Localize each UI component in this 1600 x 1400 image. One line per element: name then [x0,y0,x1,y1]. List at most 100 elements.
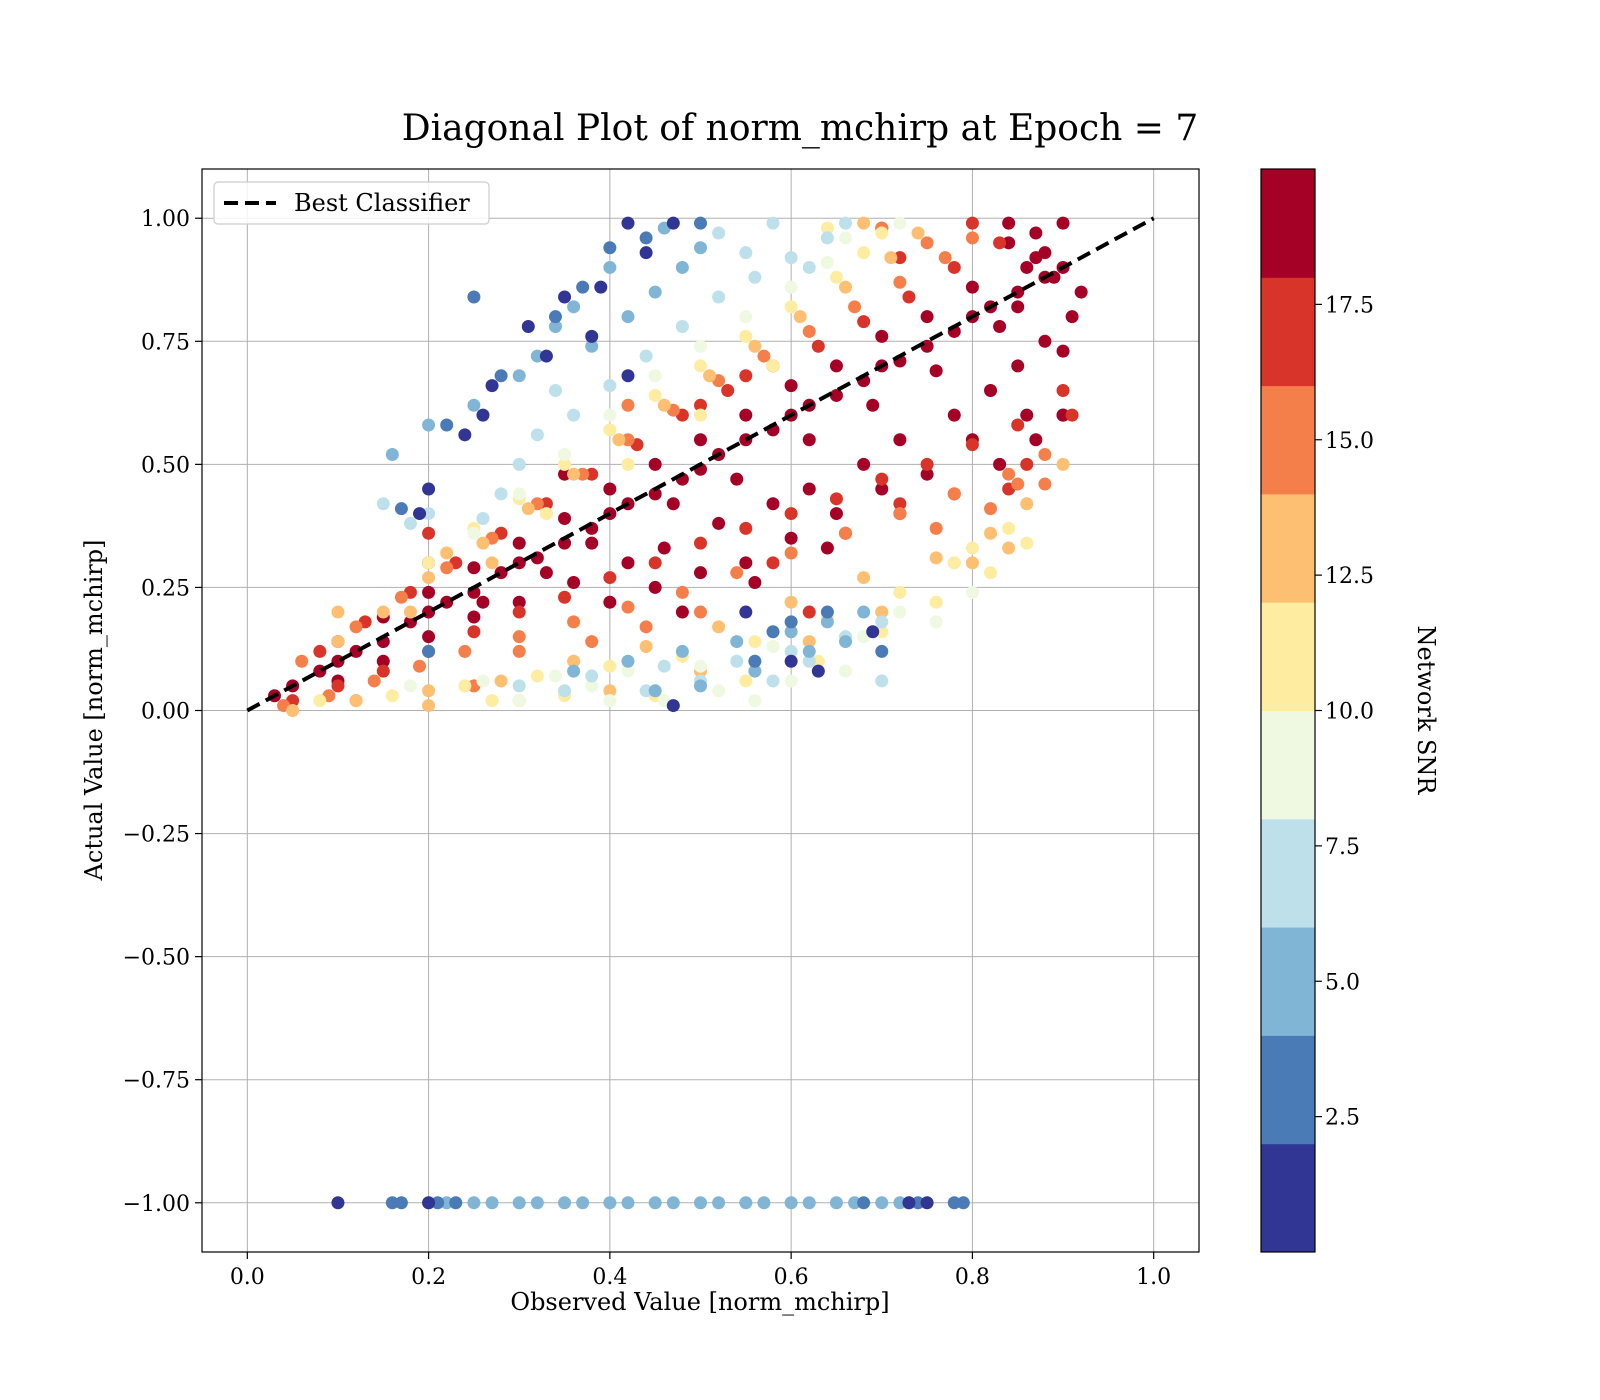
data-point [666,1196,680,1210]
data-point [784,531,798,545]
data-point [730,472,744,486]
data-point [694,536,707,550]
data-point [349,694,363,708]
data-point [1038,334,1052,348]
data-point [848,300,862,314]
data-point [893,216,907,230]
data-point [893,497,907,511]
data-point [875,482,889,496]
data-point [603,260,617,274]
data-point [956,1196,970,1210]
data-point [984,502,998,516]
y-tick-label: −1.00 [123,1192,190,1217]
data-point [639,640,653,654]
data-point [1065,310,1079,324]
data-point [893,1196,907,1210]
data-point [748,694,762,708]
data-point [965,438,979,452]
data-point [621,1196,635,1210]
data-point [603,379,617,393]
data-point [1020,536,1034,550]
data-point [766,640,780,654]
data-point [739,521,753,535]
data-point [784,300,798,314]
data-point [585,339,599,353]
data-point [839,526,853,540]
data-point [539,566,553,580]
data-point [422,526,436,540]
data-point [739,674,753,688]
data-point [394,1196,408,1210]
data-point [857,246,871,260]
data-point [422,507,436,521]
data-point [875,605,889,619]
data-point [1029,226,1043,240]
data-point [530,428,544,442]
data-point [911,226,925,240]
data-point [594,280,608,294]
data-point [993,457,1007,471]
data-point [1029,433,1043,447]
data-point [694,566,707,580]
data-point [675,585,689,599]
data-point [793,310,807,324]
data-point [802,260,816,274]
data-point [512,644,526,658]
data-point [422,418,436,432]
data-point [1002,541,1016,555]
data-point [929,364,943,378]
data-point [839,635,853,649]
data-point [603,423,617,437]
data-point [766,359,780,373]
data-point [902,290,916,304]
data-point [929,521,943,535]
data-point [920,236,934,250]
x-tick-label: 0.8 [955,1265,990,1290]
data-point [295,654,309,668]
data-point [567,467,581,481]
data-point [666,699,680,713]
data-point [1002,467,1016,481]
data-point [558,290,572,304]
colorbar-tick-label: 17.5 [1325,293,1374,318]
data-point [558,467,572,481]
legend-entry-best-classifier: Best Classifier [294,189,470,217]
data-point [603,694,617,708]
data-point [911,1196,925,1210]
data-point [376,654,390,668]
data-point [784,674,798,688]
data-point [403,516,417,530]
snr-series [331,216,934,1210]
data-point [530,669,544,683]
colorbar-segment [1261,927,1315,1036]
data-point [648,285,662,299]
data-point [1056,216,1070,230]
data-point [893,433,907,447]
colorbar-tick-label: 10.0 [1325,700,1374,725]
data-point [802,324,816,338]
data-point [748,576,762,590]
colorbar-segment [1261,1143,1315,1253]
data-point [548,310,562,324]
data-point [567,664,581,678]
data-point [440,418,454,432]
data-point [467,625,481,639]
data-point [993,320,1007,334]
data-point [820,256,834,270]
data-point [965,231,979,245]
data-point [349,620,363,634]
data-point [467,398,481,412]
data-point [829,388,843,402]
data-point [422,684,436,698]
data-point [920,1196,934,1210]
data-point [766,497,780,511]
data-point [739,556,753,570]
data-point [984,566,998,580]
data-point [331,1196,345,1210]
data-point [413,659,427,673]
data-point [694,408,707,422]
data-point [494,369,508,383]
data-point [984,384,998,398]
data-point [1074,285,1088,299]
